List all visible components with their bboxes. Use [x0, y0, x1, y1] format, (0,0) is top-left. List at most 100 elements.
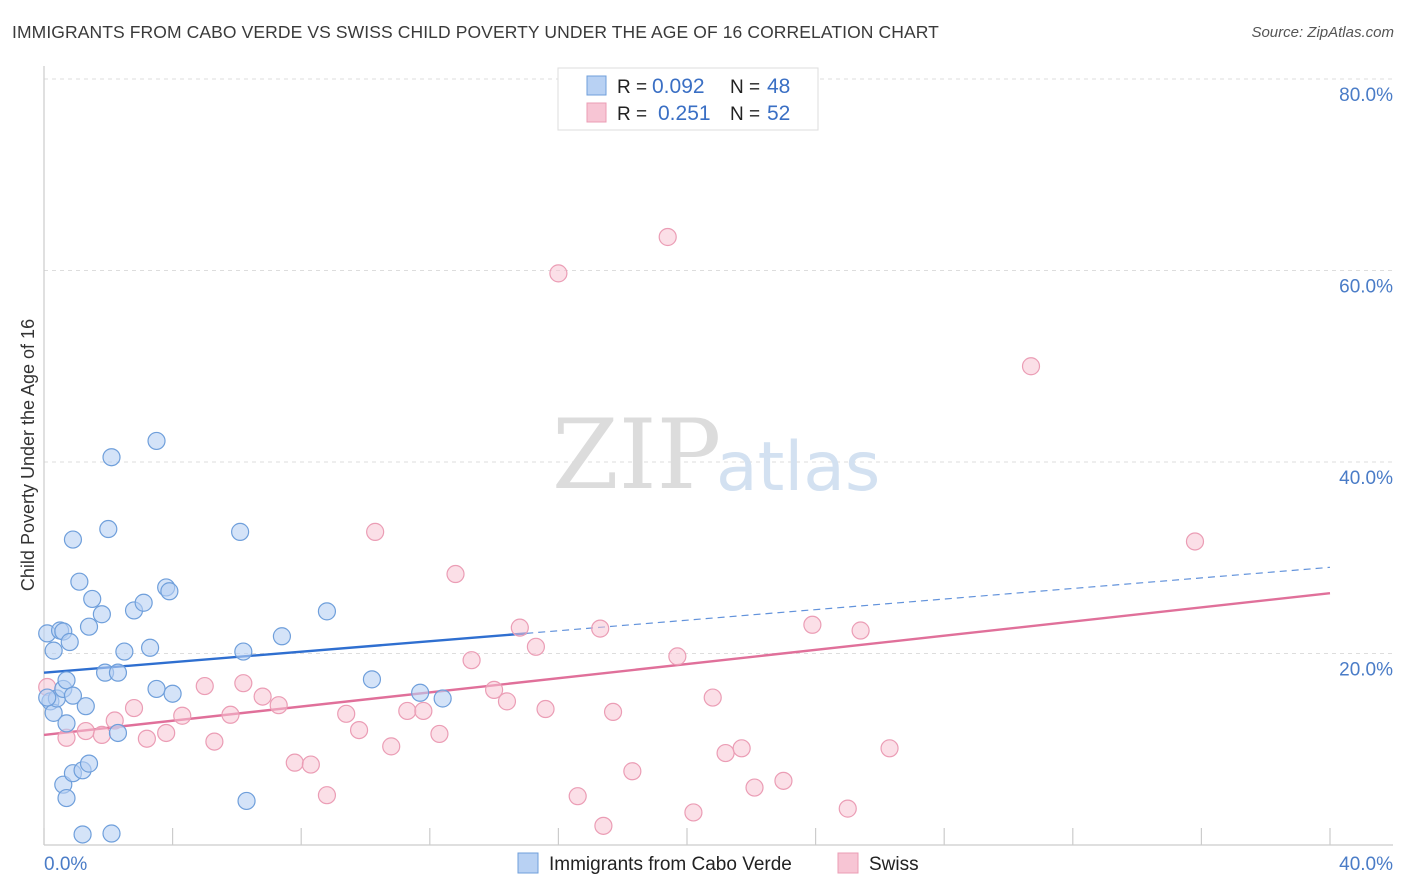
- axes: [43, 66, 1393, 846]
- grid-lines: [44, 78, 1393, 654]
- y-axis-label: Child Poverty Under the Age of 16: [18, 319, 38, 591]
- cabo-verde-point: [73, 825, 92, 844]
- swiss-point: [137, 729, 156, 748]
- swiss-point: [195, 676, 214, 696]
- x-tick-label: 0.0%: [44, 854, 87, 875]
- swiss-point: [221, 705, 240, 724]
- swiss-point: [76, 721, 95, 741]
- swiss-point: [301, 755, 320, 774]
- swiss-point: [398, 701, 417, 721]
- cabo-verde-point: [234, 642, 253, 661]
- legend-n-value-1: 48: [767, 75, 790, 98]
- watermark-atlas: atlas: [716, 428, 880, 507]
- cabo-verde-point: [147, 431, 166, 451]
- swiss-point: [414, 701, 433, 721]
- cabo-verde-point: [140, 638, 160, 657]
- swiss-points: [38, 227, 1205, 835]
- y-tick-label: 20.0%: [1339, 660, 1393, 681]
- legend-r-label-2: R =: [617, 104, 647, 125]
- swiss-point: [462, 651, 481, 670]
- swiss-point: [485, 680, 504, 699]
- cabo-verde-point: [147, 679, 166, 699]
- trend-line-swiss: [43, 591, 1331, 737]
- cabo-verde-point: [272, 627, 292, 646]
- swiss-point: [536, 699, 555, 719]
- swiss-point: [1185, 532, 1205, 551]
- chart-title: IMMIGRANTS FROM CABO VERDE VS SWISS CHIL…: [12, 22, 939, 42]
- swiss-point: [774, 771, 793, 790]
- swiss-point: [253, 687, 272, 706]
- legend-swatch-pink: [586, 102, 607, 123]
- cabo-verde-point: [108, 723, 128, 743]
- cabo-verde-point: [362, 670, 382, 689]
- legend-bottom: Immigrants from Cabo Verde Swiss: [517, 852, 919, 875]
- cabo-verde-point: [44, 641, 63, 660]
- cabo-verde-point: [102, 448, 121, 467]
- swiss-point: [658, 227, 677, 247]
- swiss-point: [838, 799, 857, 818]
- cabo-verde-point: [70, 572, 89, 591]
- y-tick-label: 60.0%: [1339, 277, 1393, 298]
- swiss-point: [205, 732, 224, 751]
- swiss-point: [269, 696, 288, 715]
- swiss-point: [285, 753, 304, 772]
- swiss-point: [349, 720, 369, 740]
- swiss-point: [157, 723, 176, 743]
- swiss-point: [716, 743, 735, 763]
- cabo-verde-point: [92, 605, 111, 624]
- swiss-point: [549, 264, 568, 283]
- legend-top: R = 0.092 N = 48 R = 0.251 N = 52: [557, 67, 819, 131]
- legend-bottom-swatch-blue: [517, 852, 539, 874]
- swiss-point: [446, 564, 465, 584]
- cabo-verde-point: [433, 689, 452, 708]
- swiss-point: [684, 803, 703, 822]
- swiss-point: [732, 739, 751, 758]
- cabo-verde-point: [115, 642, 134, 661]
- cabo-verde-point: [79, 754, 99, 773]
- cabo-verde-point: [79, 617, 99, 636]
- cabo-verde-point: [102, 824, 121, 843]
- legend-swatch-blue: [586, 75, 607, 96]
- swiss-point: [234, 674, 253, 693]
- cabo-verde-point: [99, 519, 118, 539]
- trend-lines: [43, 566, 1331, 737]
- cabo-verde-point: [38, 688, 57, 707]
- swiss-point: [603, 702, 623, 722]
- legend-r-value-1: 0.092: [652, 75, 705, 98]
- swiss-point: [745, 778, 764, 797]
- swiss-point: [803, 615, 822, 634]
- cabo-verde-point: [57, 671, 76, 690]
- trend-line-cabo-verde: [43, 632, 527, 674]
- swiss-point: [337, 704, 356, 723]
- source-label: Source: ZipAtlas.com: [1251, 24, 1394, 41]
- swiss-point: [568, 787, 587, 806]
- cabo-verde-point: [63, 530, 83, 549]
- swiss-point: [317, 786, 337, 805]
- cabo-verde-point: [57, 714, 76, 733]
- legend-bottom-series1: Immigrants from Cabo Verde: [549, 854, 792, 875]
- x-tick-labels: 0.0% 40.0%: [44, 854, 1393, 875]
- cabo-verde-point: [83, 589, 102, 609]
- swiss-point: [880, 739, 899, 758]
- swiss-point: [497, 692, 517, 711]
- swiss-point: [510, 618, 529, 637]
- cabo-verde-point: [231, 522, 250, 541]
- trend-line-cabo-verde-extension: [526, 566, 1331, 634]
- cabo-verde-point: [160, 582, 179, 601]
- swiss-point: [703, 688, 722, 707]
- legend-n-label-1: N =: [730, 77, 760, 98]
- watermark: ZIP atlas: [552, 399, 880, 511]
- cabo-verde-points: [38, 431, 452, 844]
- legend-n-label-2: N =: [730, 104, 760, 125]
- cabo-verde-point: [76, 697, 95, 716]
- cabo-verde-point: [163, 684, 182, 703]
- swiss-point: [382, 737, 401, 756]
- swiss-point: [430, 724, 449, 744]
- cabo-verde-point: [63, 686, 83, 705]
- cabo-verde-point: [57, 788, 76, 808]
- cabo-verde-point: [134, 593, 153, 612]
- legend-n-value-2: 52: [767, 102, 790, 125]
- cabo-verde-point: [317, 602, 337, 621]
- swiss-point: [1021, 357, 1041, 376]
- swiss-point: [526, 637, 545, 656]
